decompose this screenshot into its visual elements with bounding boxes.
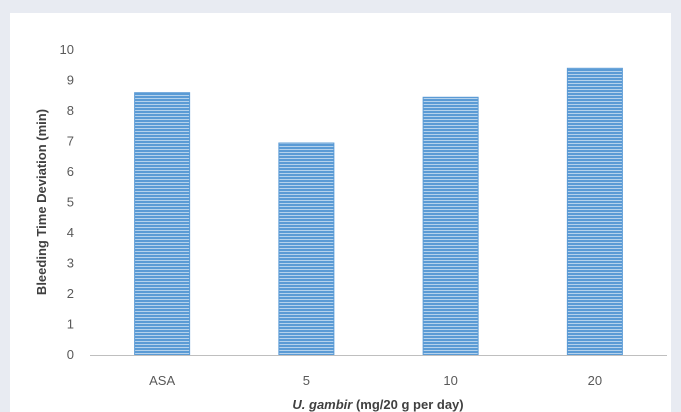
y-tick-label: 8 <box>67 103 74 118</box>
y-tick-label: 9 <box>67 73 74 88</box>
y-tick-label: 10 <box>60 42 74 57</box>
y-tick-label: 4 <box>67 225 74 240</box>
x-axis-label-rest: (mg/20 g per day) <box>352 397 463 412</box>
x-tick-label: 10 <box>443 373 457 388</box>
y-tick-label: 0 <box>67 347 74 362</box>
y-tick-label: 6 <box>67 164 74 179</box>
bar-asa <box>134 92 191 356</box>
y-tick-label: 1 <box>67 317 74 332</box>
y-tick-label: 2 <box>67 286 74 301</box>
bar-20 <box>566 67 623 356</box>
bar-10 <box>422 96 479 356</box>
y-tick-label: 3 <box>67 256 74 271</box>
bar-5 <box>278 142 335 356</box>
x-axis-label: U. gambir (mg/20 g per day) <box>292 397 463 412</box>
x-tick-label: 5 <box>303 373 310 388</box>
y-tick-label: 5 <box>67 195 74 210</box>
x-tick-label: 20 <box>588 373 602 388</box>
y-axis-label: Bleeding Time Deviation (min) <box>34 109 49 295</box>
x-axis-label-italic: U. gambir <box>292 397 353 412</box>
chart-frame <box>10 13 671 412</box>
y-tick-label: 7 <box>67 134 74 149</box>
x-tick-label: ASA <box>149 373 175 388</box>
